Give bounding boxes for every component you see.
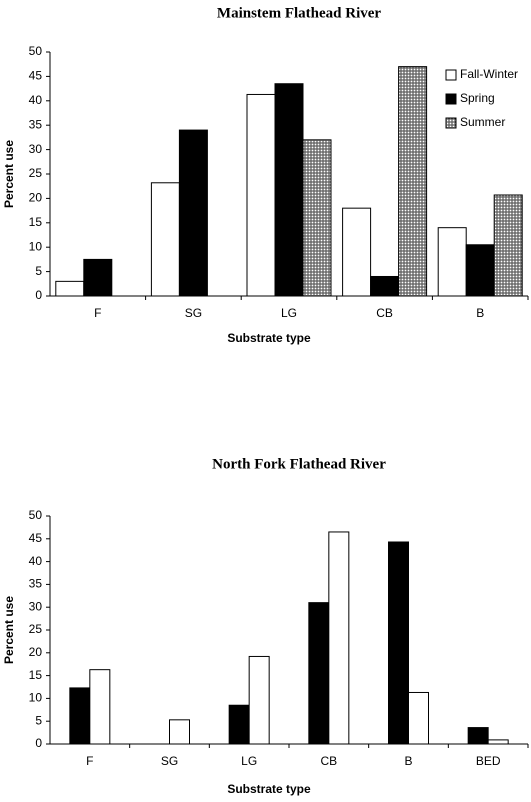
y-tick-label: 30 (29, 142, 43, 156)
bar (274, 83, 304, 297)
x-tick-label: B (476, 306, 484, 320)
y-tick-label: 50 (29, 44, 43, 58)
bar (328, 531, 350, 745)
bar (342, 207, 372, 297)
bar (437, 227, 467, 297)
y-tick-label: 40 (29, 93, 43, 107)
y-tick-label: 35 (29, 577, 43, 591)
chart-title: North Fork Flathead River (212, 456, 386, 472)
y-tick-label: 5 (35, 264, 42, 278)
y-tick-label: 45 (29, 69, 43, 83)
y-axis-label: Percent use (2, 140, 16, 208)
bar (398, 66, 428, 297)
y-tick-label: 50 (29, 508, 43, 522)
bar (246, 93, 276, 297)
legend-swatch (445, 93, 457, 105)
bar (228, 704, 250, 745)
x-tick-label: BED (476, 754, 501, 768)
x-axis-label: Substrate type (227, 331, 311, 345)
y-tick-label: 40 (29, 554, 43, 568)
bar (493, 194, 523, 297)
x-tick-label: SG (161, 754, 178, 768)
legend-label: Fall-Winter (460, 67, 518, 81)
bar (150, 182, 180, 297)
y-tick-label: 30 (29, 599, 43, 613)
legend-label: Summer (460, 115, 505, 129)
y-tick-label: 45 (29, 531, 43, 545)
x-tick-label: SG (185, 306, 202, 320)
bar (465, 244, 495, 297)
x-tick-label: LG (281, 306, 297, 320)
x-tick-label: CB (376, 306, 393, 320)
bar (388, 541, 409, 745)
bar (178, 129, 208, 297)
bar (467, 727, 489, 745)
x-tick-label: B (404, 754, 412, 768)
bar (248, 655, 270, 745)
legend-label: Spring (460, 91, 495, 105)
legend-swatch (445, 69, 457, 81)
bar (55, 280, 85, 297)
bar (370, 275, 400, 297)
x-tick-label: LG (241, 754, 257, 768)
y-tick-label: 25 (29, 166, 43, 180)
x-tick-label: F (94, 306, 101, 320)
bar (69, 687, 91, 745)
x-tick-label: CB (320, 754, 337, 768)
y-tick-label: 5 (35, 713, 42, 727)
bar (408, 691, 429, 745)
x-tick-label: F (86, 754, 93, 768)
legend-swatch (445, 117, 457, 129)
y-tick-label: 20 (29, 645, 43, 659)
y-tick-label: 15 (29, 215, 43, 229)
bar (308, 602, 330, 745)
y-tick-label: 25 (29, 622, 43, 636)
bar (83, 258, 113, 297)
y-tick-label: 20 (29, 191, 43, 205)
bar (89, 669, 111, 745)
y-tick-label: 15 (29, 668, 43, 682)
y-tick-label: 10 (29, 691, 43, 705)
y-tick-label: 0 (35, 288, 42, 302)
y-tick-label: 0 (35, 736, 42, 750)
bar (169, 719, 190, 745)
x-axis-label: Substrate type (227, 782, 311, 796)
y-axis-label: Percent use (2, 596, 16, 664)
y-tick-label: 10 (29, 239, 43, 253)
chart-title: Mainstem Flathead River (217, 5, 381, 21)
y-tick-label: 35 (29, 117, 43, 131)
bar (302, 139, 332, 297)
bar (487, 739, 509, 745)
